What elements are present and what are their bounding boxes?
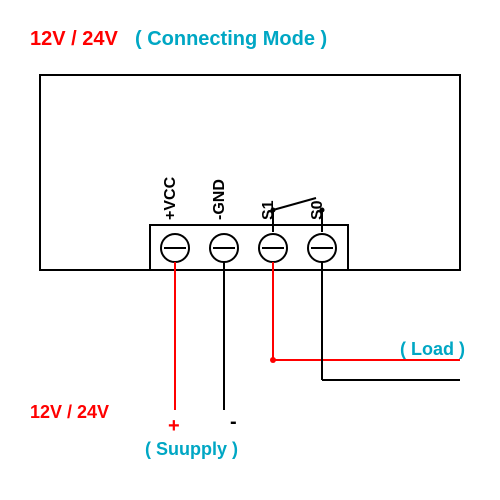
pin-label-vcc: +VCC — [162, 176, 179, 220]
pin-label-gnd: -GND — [211, 179, 228, 220]
supply-label: ( Suupply ) — [145, 439, 238, 459]
pin-label-s1: S1 — [260, 200, 277, 220]
junction-s1-load — [270, 357, 276, 363]
device-box — [40, 75, 460, 270]
title-voltage: 12V / 24V — [30, 28, 119, 50]
supply-plus: + — [168, 415, 180, 437]
terminal-vcc: +VCC — [161, 176, 189, 262]
supply-minus: - — [230, 411, 237, 433]
wiring-diagram: 12V / 24V ( Connecting Mode ) +VCC -GND … — [0, 0, 500, 500]
terminal-gnd: -GND — [210, 179, 238, 262]
wire-s0 — [322, 262, 460, 380]
title-mode: ( Connecting Mode ) — [135, 28, 327, 50]
supply-voltage-label: 12V / 24V — [30, 402, 109, 422]
pin-label-s0: S0 — [309, 200, 326, 220]
load-label: ( Load ) — [400, 339, 465, 359]
